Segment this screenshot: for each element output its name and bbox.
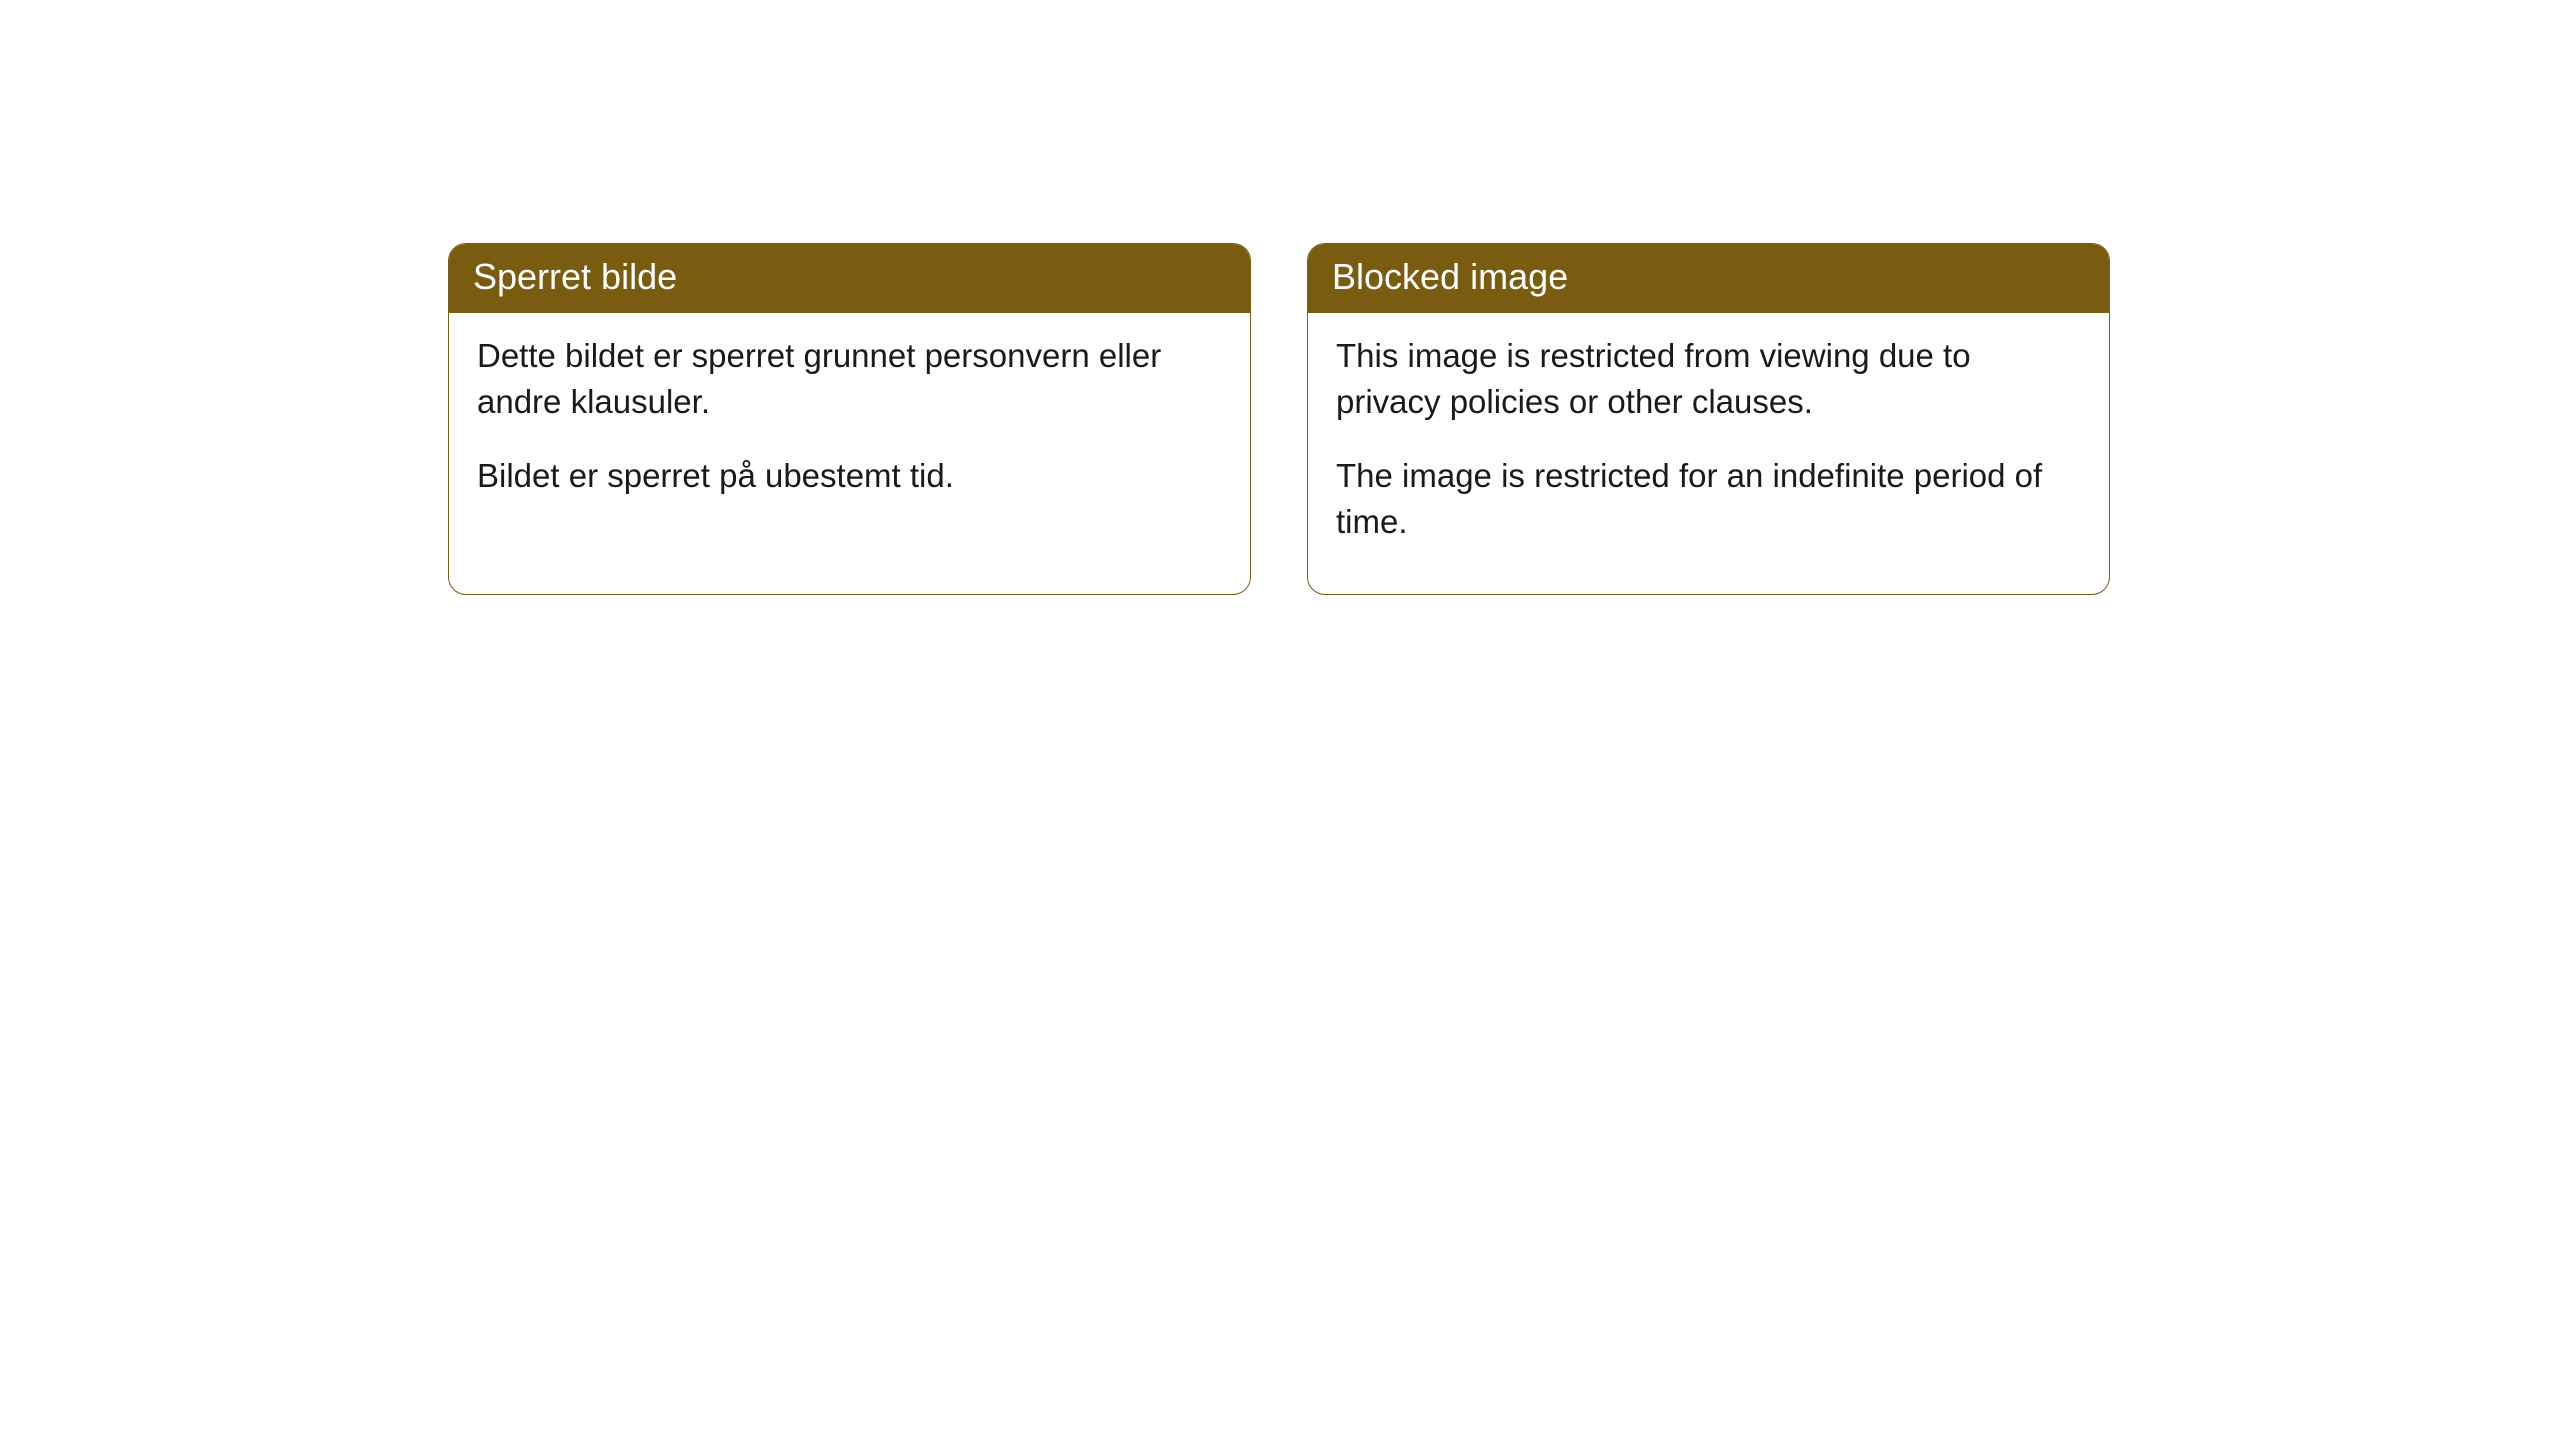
card-text-en-2: The image is restricted for an indefinit… <box>1336 453 2081 545</box>
card-title-en: Blocked image <box>1332 256 1568 297</box>
card-text-no-2: Bildet er sperret på ubestemt tid. <box>477 453 1222 499</box>
card-text-en-1: This image is restricted from viewing du… <box>1336 333 2081 425</box>
card-body-en: This image is restricted from viewing du… <box>1308 313 2109 594</box>
card-body-no: Dette bildet er sperret grunnet personve… <box>449 313 1250 548</box>
blocked-image-card-en: Blocked image This image is restricted f… <box>1307 243 2110 595</box>
card-header-en: Blocked image <box>1308 244 2109 313</box>
card-text-no-1: Dette bildet er sperret grunnet personve… <box>477 333 1222 425</box>
card-title-no: Sperret bilde <box>473 256 677 297</box>
card-header-no: Sperret bilde <box>449 244 1250 313</box>
notice-cards-container: Sperret bilde Dette bildet er sperret gr… <box>448 243 2110 595</box>
blocked-image-card-no: Sperret bilde Dette bildet er sperret gr… <box>448 243 1251 595</box>
